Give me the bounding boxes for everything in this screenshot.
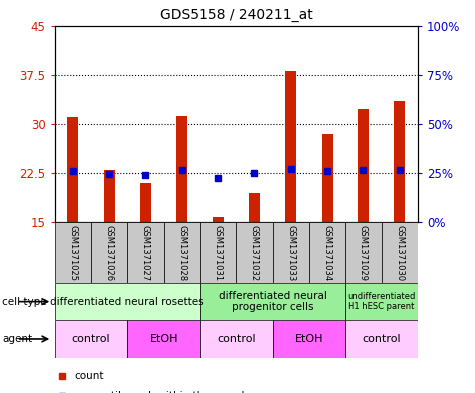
Bar	[345, 283, 418, 320]
Bar	[345, 320, 418, 358]
Text: GSM1371034: GSM1371034	[323, 225, 332, 281]
Text: cell type: cell type	[2, 297, 47, 307]
Text: GSM1371033: GSM1371033	[286, 225, 295, 281]
Text: GSM1371030: GSM1371030	[395, 225, 404, 281]
Text: GSM1371028: GSM1371028	[177, 225, 186, 281]
Text: GSM1371032: GSM1371032	[250, 225, 259, 281]
Text: agent: agent	[2, 334, 32, 344]
Text: undifferentiated
H1 hESC parent: undifferentiated H1 hESC parent	[348, 292, 416, 311]
Bar	[358, 109, 369, 222]
Bar	[91, 222, 127, 283]
Bar	[200, 283, 345, 320]
Bar	[104, 170, 114, 222]
Bar	[237, 222, 273, 283]
Text: count: count	[75, 371, 104, 382]
Text: GSM1371025: GSM1371025	[68, 225, 77, 281]
Bar	[127, 222, 163, 283]
Text: differentiated neural
progenitor cells: differentiated neural progenitor cells	[218, 291, 327, 312]
Text: percentile rank within the sample: percentile rank within the sample	[75, 391, 250, 393]
Bar	[55, 222, 91, 283]
Text: GSM1371029: GSM1371029	[359, 225, 368, 281]
Text: control: control	[362, 334, 401, 344]
Bar	[381, 222, 418, 283]
Bar	[200, 320, 273, 358]
Text: control: control	[217, 334, 256, 344]
Text: GSM1371026: GSM1371026	[104, 225, 114, 281]
Text: differentiated neural rosettes: differentiated neural rosettes	[50, 297, 204, 307]
Bar	[140, 183, 151, 222]
Text: control: control	[72, 334, 110, 344]
Bar	[309, 222, 345, 283]
Bar	[67, 117, 78, 222]
Bar	[273, 222, 309, 283]
Bar	[176, 116, 187, 222]
Title: GDS5158 / 240211_at: GDS5158 / 240211_at	[160, 8, 313, 22]
Text: EtOH: EtOH	[294, 334, 323, 344]
Bar	[285, 72, 296, 222]
Bar	[127, 320, 200, 358]
Bar	[55, 283, 200, 320]
Bar	[163, 222, 200, 283]
Bar	[273, 320, 345, 358]
Bar	[249, 193, 260, 222]
Text: GSM1371027: GSM1371027	[141, 225, 150, 281]
Bar	[55, 320, 127, 358]
Bar	[213, 217, 224, 222]
Text: GSM1371031: GSM1371031	[214, 225, 223, 281]
Bar	[200, 222, 237, 283]
Text: EtOH: EtOH	[149, 334, 178, 344]
Bar	[322, 134, 332, 222]
Bar	[394, 101, 405, 222]
Bar	[345, 222, 381, 283]
